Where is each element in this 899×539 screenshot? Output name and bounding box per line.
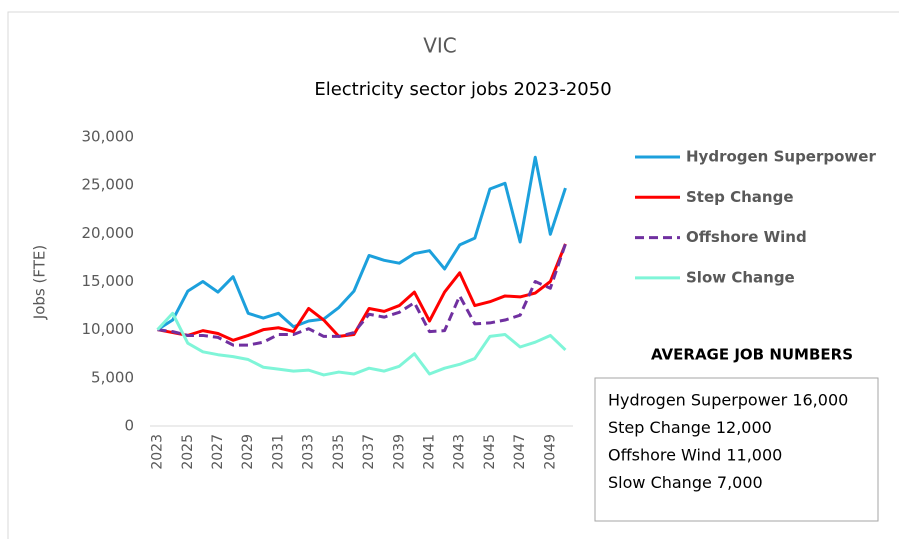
x-tick-label: 2035	[331, 434, 347, 470]
annotation-line: Offshore Wind 11,000	[608, 446, 782, 465]
chart-title: VIC	[423, 34, 457, 58]
x-tick-label: 2037	[361, 434, 377, 470]
x-tick-label: 2049	[542, 434, 558, 470]
series-line	[157, 243, 567, 347]
x-tick-label: 2023	[150, 434, 166, 470]
annotation-line: Hydrogen Superpower 16,000	[608, 391, 848, 410]
y-tick-label: 0	[124, 417, 134, 435]
annotation-box	[594, 377, 879, 522]
annotation-line: Step Change 12,000	[608, 418, 772, 437]
legend-label: Step Change	[686, 188, 794, 206]
y-tick-label: 5,000	[91, 368, 134, 386]
x-tick-label: 2025	[180, 434, 196, 470]
y-tick-label: 25,000	[82, 176, 135, 194]
series-line	[156, 155, 567, 331]
y-tick-label: 15,000	[82, 272, 135, 290]
annotation-title: AVERAGE JOB NUMBERS	[651, 346, 853, 364]
x-tick-label: 2039	[391, 434, 407, 470]
x-tick-label: 2043	[452, 434, 468, 470]
annotation-line: Slow Change 7,000	[608, 473, 763, 492]
y-tick-label: 30,000	[82, 128, 135, 146]
x-tick-label: 2045	[482, 434, 498, 470]
legend-label: Slow Change	[686, 268, 795, 286]
x-tick-label: 2029	[240, 434, 256, 470]
x-tick-label: 2047	[512, 434, 528, 470]
legend-label: Offshore Wind	[686, 228, 807, 246]
y-axis-label: Jobs (FTE)	[31, 245, 49, 320]
x-tick-label: 2041	[421, 434, 437, 470]
series-line	[156, 311, 567, 377]
chart-subtitle: Electricity sector jobs 2023-2050	[314, 79, 611, 100]
y-tick-label: 20,000	[82, 224, 135, 242]
x-tick-label: 2033	[301, 434, 317, 470]
x-tick-label: 2031	[270, 434, 286, 470]
legend-label: Hydrogen Superpower	[686, 148, 876, 166]
y-tick-label: 10,000	[82, 320, 135, 338]
x-tick-label: 2027	[210, 434, 226, 470]
